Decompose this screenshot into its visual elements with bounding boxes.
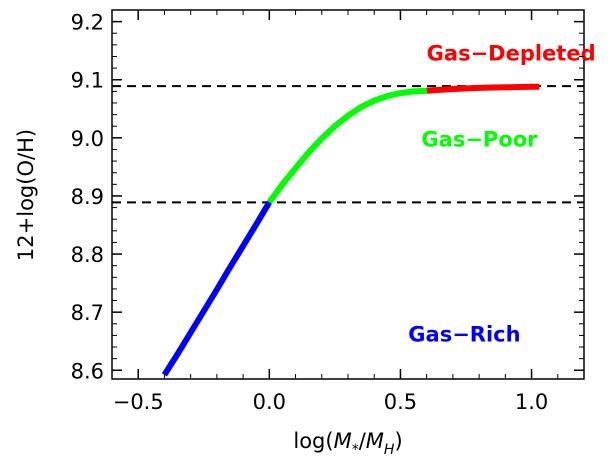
axis-ticks: −0.5 0.0 0.5 1.0 8.6 8.7 8.8 8.9 9.0 9.1 9.2 (71, 10, 585, 414)
x-tick-label-1: 0.0 (253, 390, 286, 414)
y-tick-label-2: 8.8 (71, 243, 104, 267)
plot-marks: Gas−Depleted Gas−Poor Gas−Rich (112, 42, 596, 377)
y-tick-label-4: 9.0 (71, 127, 104, 151)
series-line-2 (426, 83, 540, 94)
y-tick-label-6: 9.2 (71, 11, 104, 35)
x-tick-label-2: 0.5 (384, 390, 417, 414)
series-line-0 (161, 200, 272, 377)
y-tick-label-0: 8.6 (71, 359, 104, 383)
series-line-1 (266, 87, 427, 205)
y-tick-label-5: 9.1 (71, 69, 104, 93)
annotation-1: Gas−Poor (421, 128, 538, 152)
x-tick-label-0: −0.5 (113, 390, 164, 414)
x-axis-label: log(M*/MH) (293, 429, 402, 458)
annotation-0: Gas−Depleted (427, 42, 596, 66)
y-tick-label-1: 8.7 (71, 301, 104, 325)
annotation-2: Gas−Rich (408, 322, 520, 346)
y-axis-label: 12+log(O/H) (14, 129, 38, 261)
x-tick-label-3: 1.0 (515, 390, 548, 414)
y-tick-label-3: 8.9 (71, 185, 104, 209)
